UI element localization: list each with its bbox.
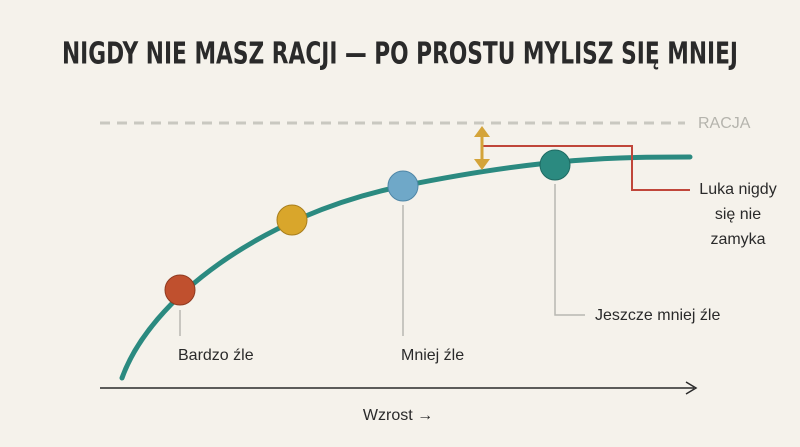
gap-connector	[482, 145, 690, 191]
gap-arrow	[474, 126, 490, 170]
point	[276, 204, 308, 236]
gap-label: zamyka	[710, 231, 765, 248]
point-label: Jeszcze mniej źle	[595, 307, 720, 324]
gap-label: Luka nigdy	[699, 181, 776, 198]
point-label: Mniej źle	[401, 347, 464, 364]
leader-lines	[179, 184, 585, 336]
gap-label: się nie	[715, 206, 761, 223]
reference-label: RACJA	[698, 115, 751, 132]
point	[539, 149, 571, 181]
point	[387, 170, 419, 202]
title: NIGDY NIE MASZ RACJI — PO PROSTU MYLISZ …	[62, 37, 738, 72]
x-axis-arrow	[685, 381, 698, 395]
x-axis-label: Wzrost →	[363, 407, 433, 424]
point-label: Bardzo źle	[178, 347, 254, 364]
point	[164, 274, 196, 306]
